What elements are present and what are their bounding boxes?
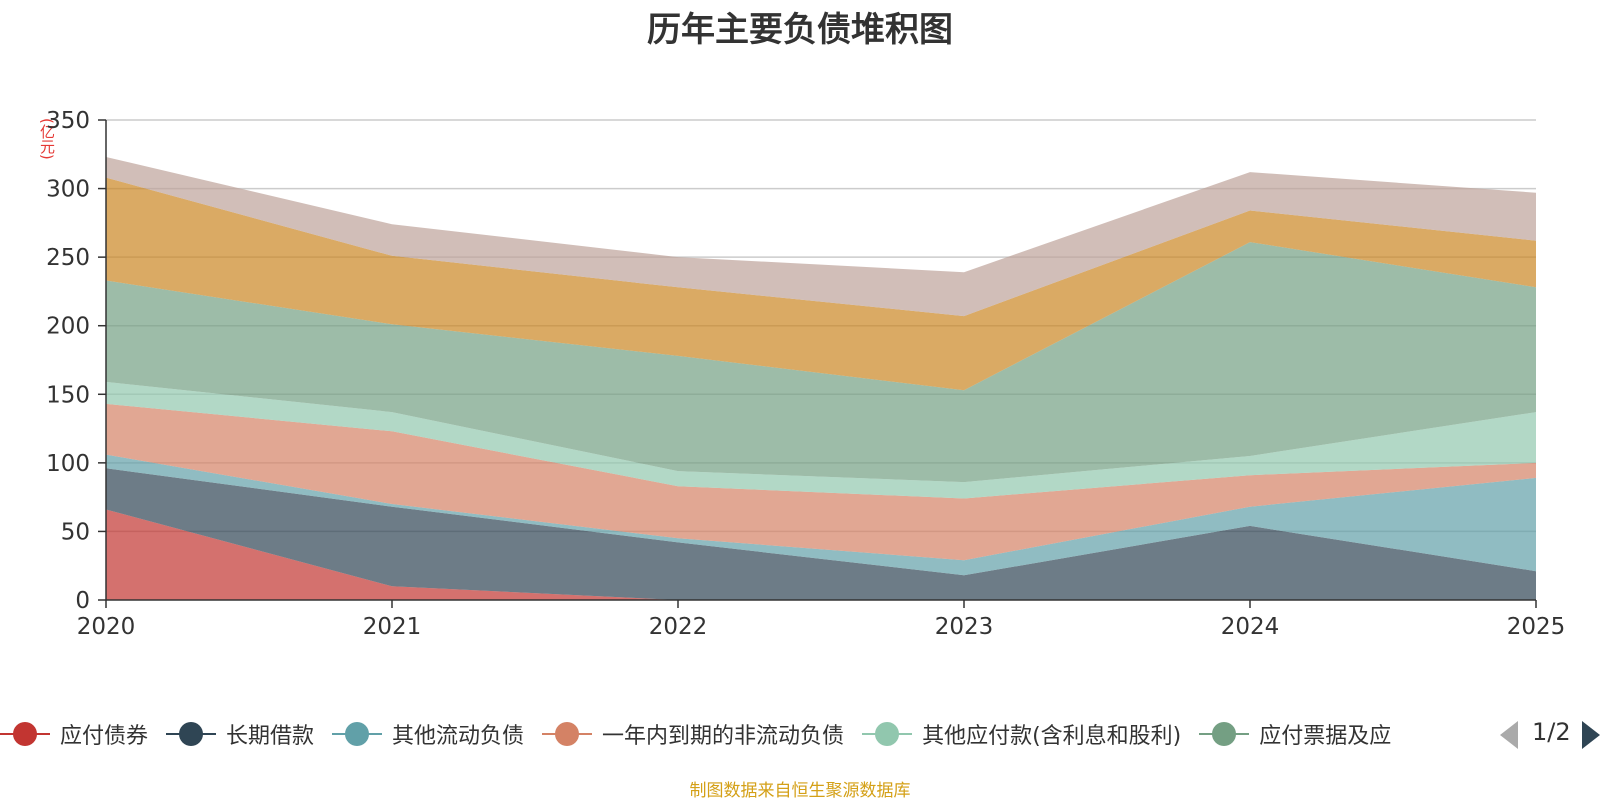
legend-marker-icon (0, 722, 50, 746)
legend-page-indicator: 1/2 (1532, 718, 1571, 746)
stacked-area-chart: 0 50 100 150 200 250 300 350 2020 2021 2022 2023 202… (46, 108, 1565, 640)
y-tick-label: 200 (46, 314, 90, 340)
area-series-3 (106, 454, 1536, 576)
y-tick-label: 100 (46, 451, 90, 477)
y-tick-label: 300 (46, 177, 90, 203)
legend-next-page-icon[interactable] (1582, 721, 1600, 749)
y-tick-label: 250 (46, 245, 90, 271)
legend: 应付债券 长期借款 其他流动负债 一年内到期的非流动负债 其他应付款(含利息和股利) 应付… (0, 716, 1490, 752)
legend-marker-icon (542, 722, 593, 746)
x-tick-label: 2020 (77, 614, 136, 640)
y-tick-label: 150 (46, 382, 90, 408)
y-tick-label: 50 (61, 519, 90, 545)
area-series-5 (106, 381, 1536, 499)
legend-label: 一年内到期的非流动负债 (602, 724, 845, 749)
area-series-4 (106, 403, 1536, 561)
legend-label: 其他流动负债 (392, 724, 525, 749)
legend-item[interactable]: 其他流动负债 (332, 716, 524, 752)
area-series-layer (106, 157, 1536, 600)
area-series-7 (106, 177, 1536, 391)
legend-marker-icon (166, 722, 217, 746)
legend-marker-icon (862, 722, 913, 746)
legend-label: 应付票据及应 (1259, 724, 1392, 749)
legend-marker-icon (1199, 722, 1250, 746)
x-tick-label: 2025 (1507, 614, 1566, 640)
legend-item[interactable]: 应付票据及应 (1199, 716, 1391, 752)
tick-labels: 0 50 100 150 200 250 300 350 2020 2021 2022 2023 202… (46, 108, 1565, 640)
legend-item[interactable]: 其他应付款(含利息和股利) (862, 716, 1181, 752)
legend-label: 应付债券 (60, 724, 149, 749)
source-note: 制图数据来自恒生聚源数据库 (689, 781, 911, 801)
area-series-2 (106, 468, 1536, 600)
legend-label: 长期借款 (226, 724, 315, 749)
x-tick-label: 2024 (1221, 614, 1280, 640)
y-tick-label: 350 (46, 108, 90, 134)
legend-label: 其他应付款(含利息和股利) (922, 724, 1182, 749)
area-series-6 (106, 242, 1536, 483)
y-tick-label: 0 (75, 588, 90, 614)
chart-title: 历年主要负债堆积图 (647, 10, 953, 50)
area-series-8 (106, 157, 1536, 317)
legend-item[interactable]: 一年内到期的非流动负债 (542, 716, 844, 752)
legend-prev-page-icon[interactable] (1500, 721, 1518, 749)
x-tick-label: 2023 (935, 614, 994, 640)
legend-item[interactable]: 应付债券 (0, 716, 148, 752)
legend-marker-icon (332, 722, 383, 746)
axes (98, 119, 1537, 608)
x-tick-label: 2022 (649, 614, 708, 640)
y-axis-unit-label: (亿元) (38, 118, 56, 160)
legend-pager: 1/2 (1500, 718, 1600, 752)
legend-item[interactable]: 长期借款 (166, 716, 314, 752)
area-series-1 (106, 509, 1536, 600)
x-tick-label: 2021 (363, 614, 422, 640)
